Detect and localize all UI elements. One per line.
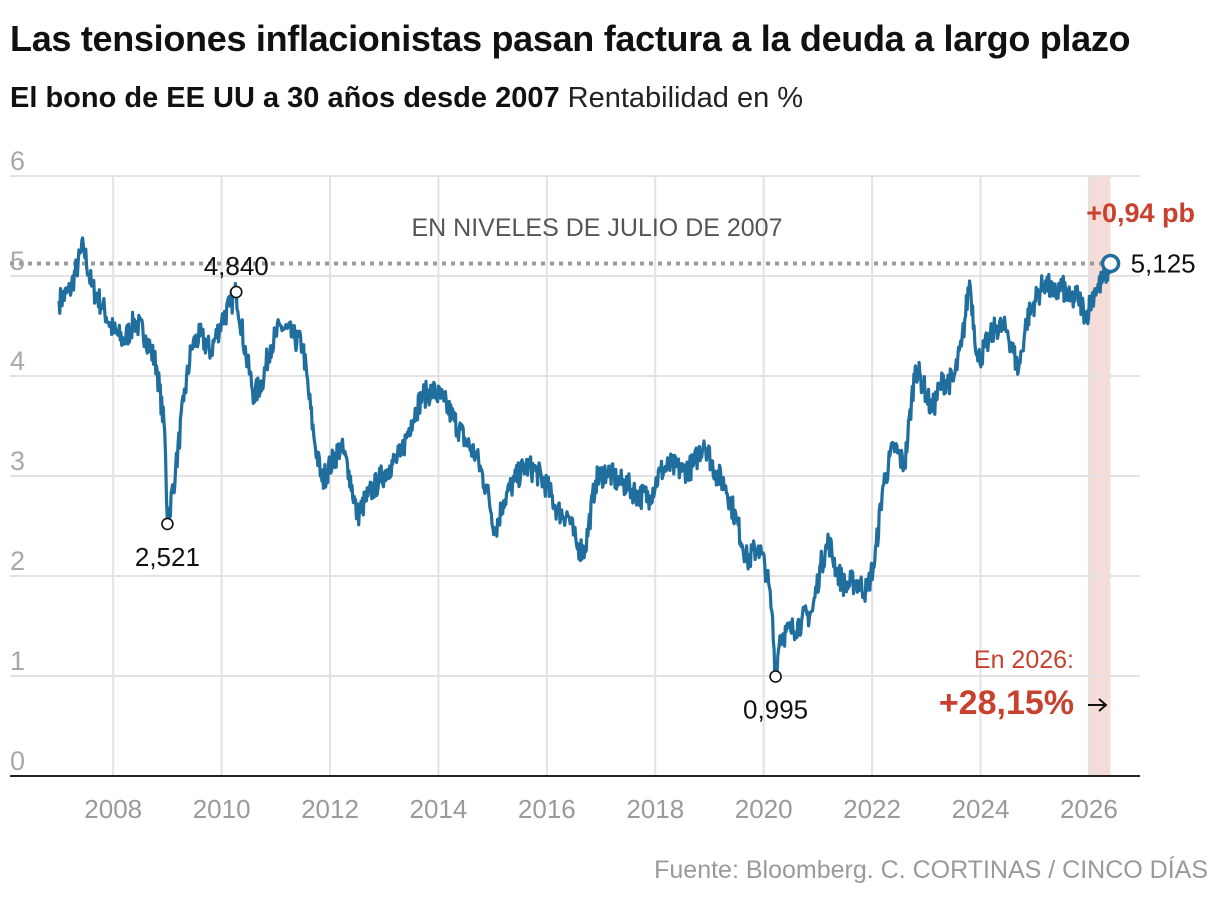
chart-subtitle: El bono de EE UU a 30 años desde 2007 Re… bbox=[10, 82, 803, 115]
point-value-label: 2,521 bbox=[135, 542, 200, 572]
x-tick-label: 2008 bbox=[84, 794, 142, 824]
y-tick-label: 0 bbox=[10, 746, 25, 776]
x-tick-label: 2026 bbox=[1060, 794, 1118, 824]
y-tick-label: 3 bbox=[10, 446, 25, 476]
y-tick-label: 1 bbox=[10, 646, 25, 676]
arrow-right-icon bbox=[1088, 698, 1108, 712]
subtitle-unit: Rentabilidad en % bbox=[567, 82, 804, 114]
callout-percent-change: +28,15% bbox=[939, 684, 1074, 722]
point-value-label: 4,840 bbox=[204, 251, 269, 281]
callout-year-label: En 2026: bbox=[974, 646, 1074, 674]
x-tick-label: 2022 bbox=[843, 794, 901, 824]
point-marker bbox=[161, 517, 174, 531]
source-note: Fuente: Bloomberg. C. CORTINAS / CINCO D… bbox=[654, 856, 1208, 884]
y-tick-label: 2 bbox=[10, 546, 25, 576]
x-tick-label: 2016 bbox=[518, 794, 576, 824]
x-tick-label: 2024 bbox=[952, 794, 1010, 824]
chart-title: Las tensiones inflacionistas pasan factu… bbox=[10, 18, 1131, 59]
point-value-label: 0,995 bbox=[743, 695, 808, 725]
last-point-marker bbox=[1100, 253, 1121, 274]
last-value-label: 5,125 bbox=[1131, 249, 1196, 279]
point-marker bbox=[229, 285, 243, 299]
x-tick-label: 2014 bbox=[410, 794, 468, 824]
reference-line-label: EN NIVELES DE JULIO DE 2007 bbox=[412, 214, 783, 242]
callout-change-pb: +0,94 pb bbox=[1086, 198, 1195, 228]
x-tick-label: 2018 bbox=[626, 794, 684, 824]
y-tick-label: 6 bbox=[10, 146, 25, 176]
y-tick-label: 5 bbox=[10, 246, 25, 276]
point-marker bbox=[769, 670, 782, 683]
x-tick-label: 2012 bbox=[301, 794, 359, 824]
x-tick-label: 2020 bbox=[735, 794, 793, 824]
y-tick-label: 4 bbox=[10, 346, 25, 376]
series-line bbox=[57, 236, 1113, 679]
x-tick-label: 2010 bbox=[193, 794, 251, 824]
subtitle-main: El bono de EE UU a 30 años desde 2007 bbox=[10, 82, 560, 114]
